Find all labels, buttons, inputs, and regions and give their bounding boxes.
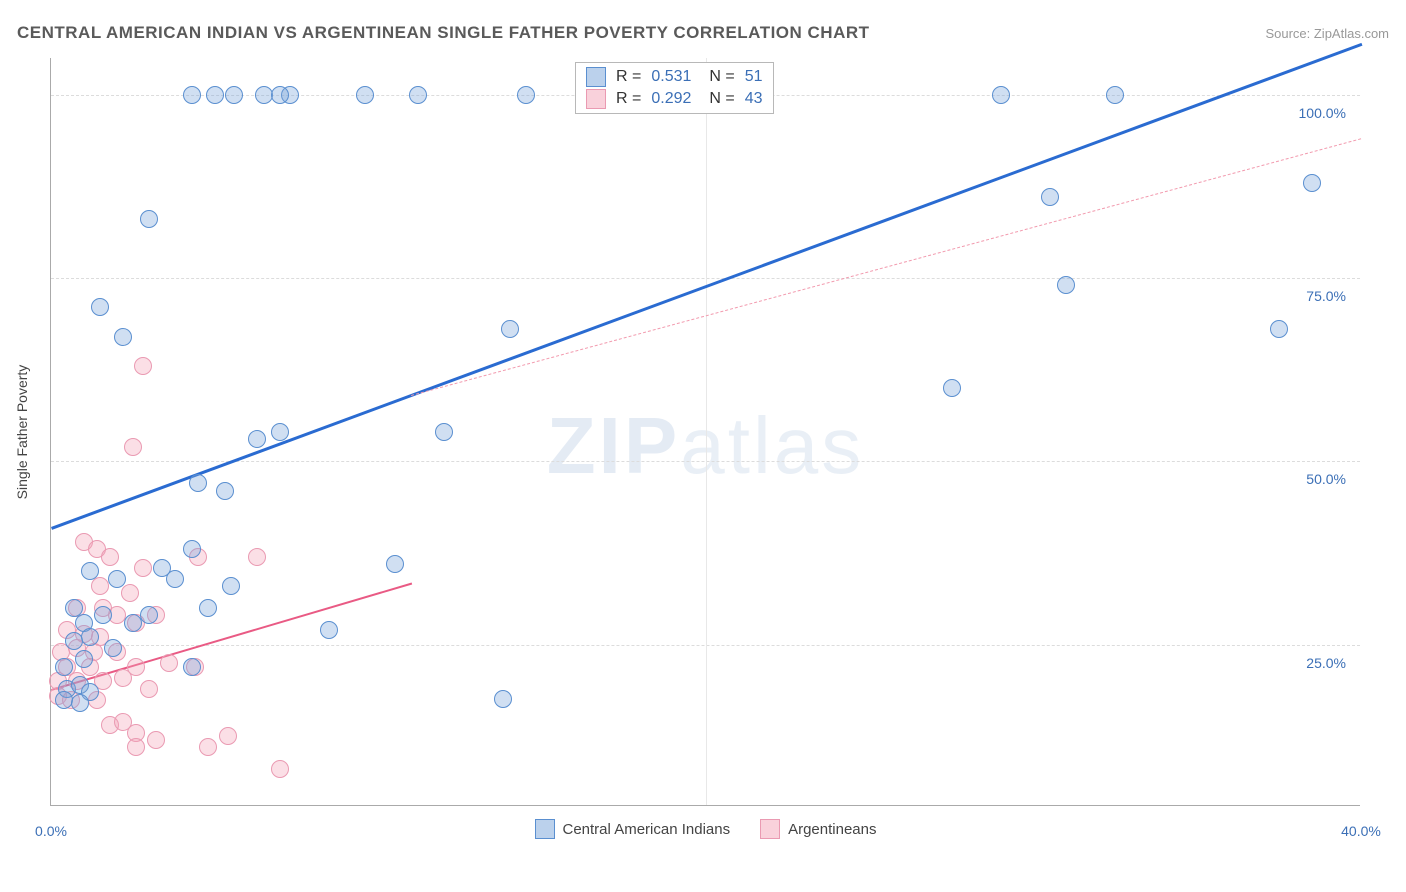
scatter-point xyxy=(65,632,83,650)
scatter-point xyxy=(108,570,126,588)
legend-n-label: N = xyxy=(709,90,734,108)
x-tick-label: 40.0% xyxy=(1341,823,1381,839)
scatter-point xyxy=(124,614,142,632)
scatter-point xyxy=(1057,276,1075,294)
scatter-point xyxy=(183,86,201,104)
scatter-point xyxy=(75,650,93,668)
chart-container: CENTRAL AMERICAN INDIAN VS ARGENTINEAN S… xyxy=(0,0,1406,892)
watermark-rest: atlas xyxy=(680,401,864,490)
scatter-point xyxy=(160,654,178,672)
y-axis-title: Single Father Poverty xyxy=(14,365,30,500)
scatter-point xyxy=(216,482,234,500)
scatter-point xyxy=(386,555,404,573)
swatch-blue-icon xyxy=(535,819,555,839)
legend-r-label: R = xyxy=(616,68,641,86)
scatter-point xyxy=(219,727,237,745)
plot-area: ZIPatlas Central American Indians Argent… xyxy=(50,58,1360,806)
legend-n-value: 43 xyxy=(745,90,763,108)
scatter-point xyxy=(134,357,152,375)
scatter-point xyxy=(91,577,109,595)
y-tick-label: 25.0% xyxy=(1306,655,1346,671)
legend-bottom-label-pink: Argentineans xyxy=(788,821,876,838)
scatter-point xyxy=(271,760,289,778)
scatter-point xyxy=(189,474,207,492)
scatter-point xyxy=(501,320,519,338)
scatter-point xyxy=(55,691,73,709)
scatter-point xyxy=(255,86,273,104)
legend-top: R = 0.531 N = 51 R = 0.292 N = 43 xyxy=(575,62,774,114)
scatter-point xyxy=(121,584,139,602)
scatter-point xyxy=(1106,86,1124,104)
scatter-point xyxy=(183,540,201,558)
swatch-pink-icon xyxy=(760,819,780,839)
header: CENTRAL AMERICAN INDIAN VS ARGENTINEAN S… xyxy=(17,18,1389,48)
scatter-point xyxy=(183,658,201,676)
y-tick-label: 50.0% xyxy=(1306,471,1346,487)
scatter-point xyxy=(91,298,109,316)
scatter-point xyxy=(81,628,99,646)
scatter-point xyxy=(248,430,266,448)
scatter-point xyxy=(199,738,217,756)
scatter-point xyxy=(222,577,240,595)
swatch-blue-icon xyxy=(586,67,606,87)
x-tick-label: 0.0% xyxy=(35,823,67,839)
scatter-point xyxy=(101,548,119,566)
scatter-point xyxy=(134,559,152,577)
scatter-point xyxy=(943,379,961,397)
scatter-point xyxy=(140,210,158,228)
scatter-point xyxy=(494,690,512,708)
scatter-point xyxy=(409,86,427,104)
y-tick-label: 75.0% xyxy=(1306,288,1346,304)
legend-top-row: R = 0.531 N = 51 xyxy=(586,67,763,87)
scatter-point xyxy=(435,423,453,441)
trend-line xyxy=(411,139,1361,397)
scatter-point xyxy=(199,599,217,617)
scatter-point xyxy=(992,86,1010,104)
scatter-point xyxy=(127,738,145,756)
legend-bottom-label-blue: Central American Indians xyxy=(563,821,731,838)
scatter-point xyxy=(271,86,289,104)
scatter-point xyxy=(140,680,158,698)
legend-bottom: Central American Indians Argentineans xyxy=(51,819,1360,839)
scatter-point xyxy=(81,562,99,580)
swatch-pink-icon xyxy=(586,89,606,109)
scatter-point xyxy=(225,86,243,104)
scatter-point xyxy=(248,548,266,566)
scatter-point xyxy=(124,438,142,456)
scatter-point xyxy=(1303,174,1321,192)
scatter-point xyxy=(114,669,132,687)
scatter-point xyxy=(1041,188,1059,206)
scatter-point xyxy=(517,86,535,104)
y-tick-label: 100.0% xyxy=(1299,105,1346,121)
chart-title: CENTRAL AMERICAN INDIAN VS ARGENTINEAN S… xyxy=(17,23,870,43)
legend-r-value: 0.292 xyxy=(651,90,691,108)
gridline-v xyxy=(706,58,707,805)
scatter-point xyxy=(114,328,132,346)
scatter-point xyxy=(206,86,224,104)
scatter-point xyxy=(71,694,89,712)
scatter-point xyxy=(1270,320,1288,338)
scatter-point xyxy=(140,606,158,624)
source-label: Source: ZipAtlas.com xyxy=(1265,26,1389,41)
legend-n-value: 51 xyxy=(745,68,763,86)
legend-bottom-item-pink: Argentineans xyxy=(760,819,876,839)
scatter-point xyxy=(320,621,338,639)
legend-top-row: R = 0.292 N = 43 xyxy=(586,89,763,109)
scatter-point xyxy=(356,86,374,104)
scatter-point xyxy=(271,423,289,441)
watermark-bold: ZIP xyxy=(547,401,680,490)
scatter-point xyxy=(104,639,122,657)
legend-n-label: N = xyxy=(709,68,734,86)
scatter-point xyxy=(147,731,165,749)
scatter-point xyxy=(94,606,112,624)
scatter-point xyxy=(166,570,184,588)
legend-r-label: R = xyxy=(616,90,641,108)
legend-r-value: 0.531 xyxy=(651,68,691,86)
scatter-point xyxy=(55,658,73,676)
legend-bottom-item-blue: Central American Indians xyxy=(535,819,731,839)
